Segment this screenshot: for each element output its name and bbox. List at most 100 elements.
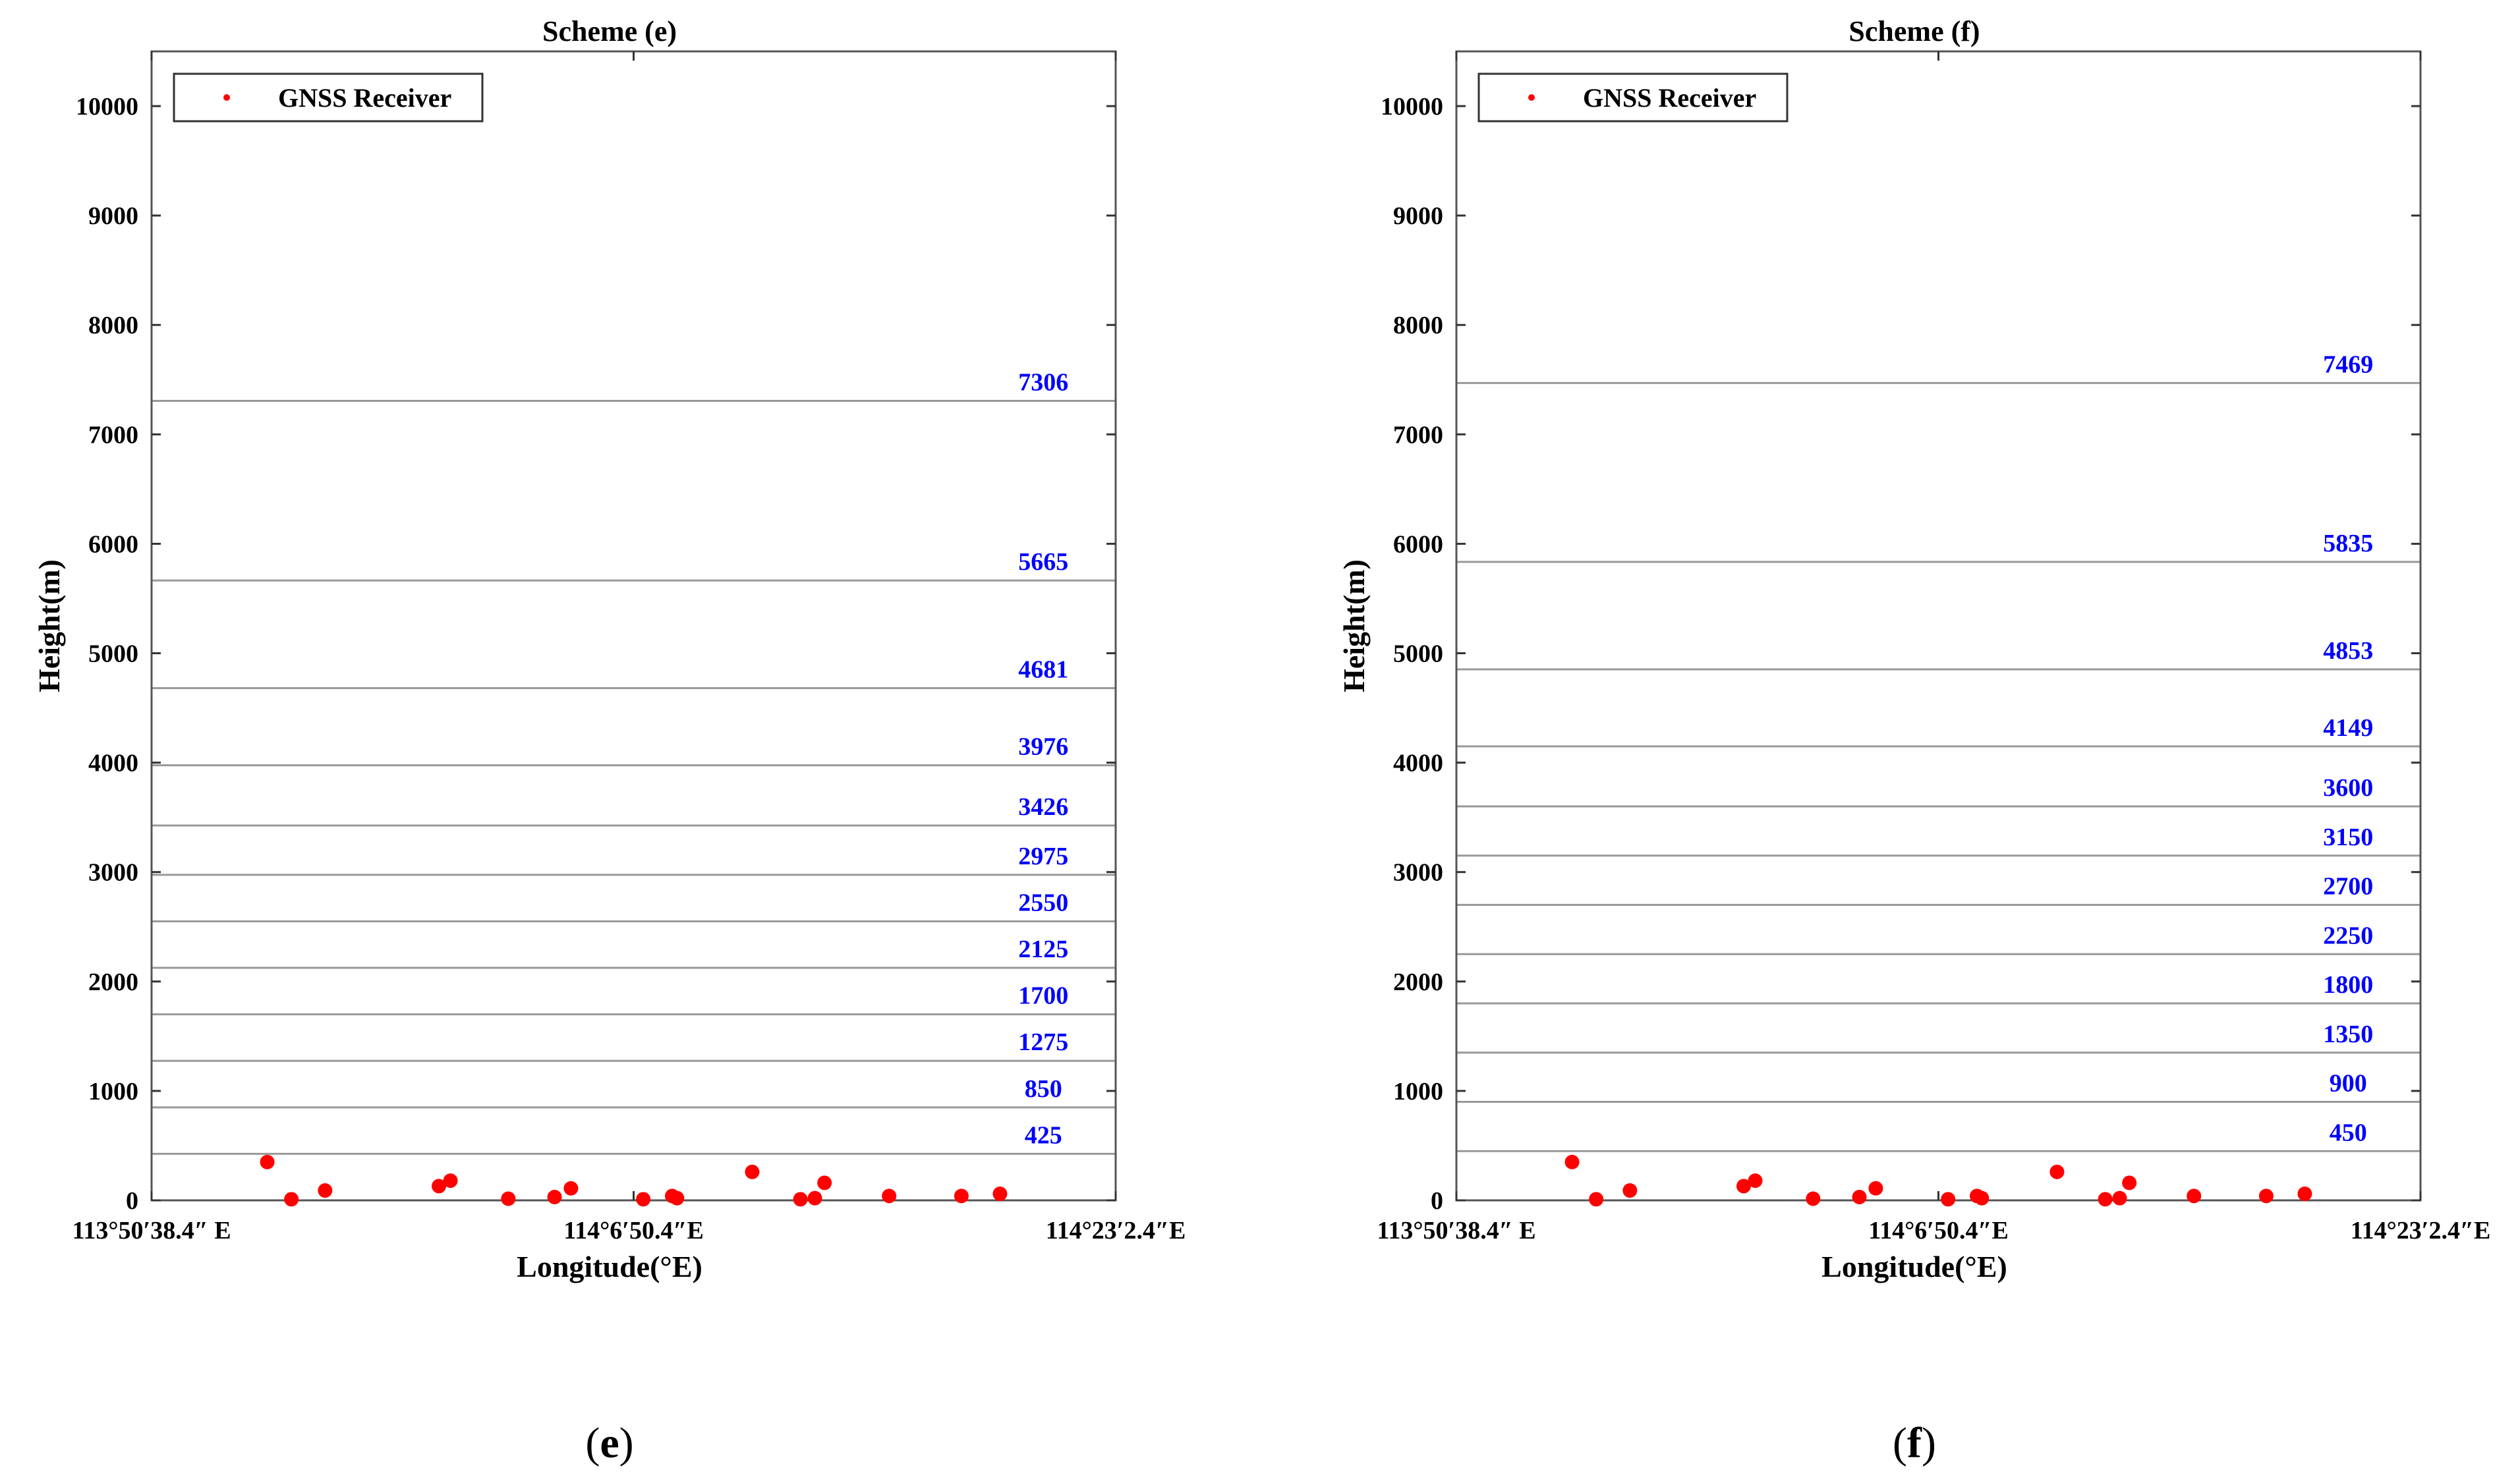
y-tick-label: 7000: [88, 421, 138, 449]
gnss-receiver-point: [817, 1175, 832, 1190]
gnss-receiver-point: [547, 1190, 562, 1205]
y-tick-label: 4000: [1393, 750, 1443, 777]
gnss-receiver-point: [501, 1191, 516, 1206]
layer-boundary-label: 3976: [1018, 733, 1068, 761]
layer-boundary-label: 4681: [1018, 656, 1068, 684]
y-tick-label: 1000: [1393, 1078, 1443, 1105]
gnss-receiver-point: [318, 1183, 333, 1198]
layer-boundary-label: 3150: [2323, 824, 2373, 851]
layer-boundary-label: 1350: [2323, 1020, 2373, 1048]
y-tick-label: 7000: [1393, 421, 1443, 449]
y-tick-label: 2000: [1393, 968, 1443, 996]
gnss-receiver-point: [284, 1192, 299, 1207]
layer-boundary-label: 900: [2330, 1070, 2367, 1098]
layer-boundary-label: 1275: [1018, 1028, 1068, 1056]
y-tick-label: 6000: [88, 530, 138, 558]
gnss-receiver-point: [443, 1173, 458, 1188]
layer-boundary-label: 850: [1025, 1075, 1062, 1103]
layer-boundary-label: 4149: [2323, 714, 2373, 742]
x-tick-label: 114°23′2.4″E: [2351, 1217, 2491, 1244]
layer-boundary-label: 7469: [2323, 350, 2373, 378]
layer-boundary-label: 2550: [1018, 889, 1068, 916]
gnss-receiver-point: [1852, 1190, 1867, 1205]
gnss-receiver-point: [954, 1188, 969, 1204]
y-tick-label: 9000: [1393, 202, 1443, 230]
y-tick-label: 10000: [1381, 93, 1443, 121]
gnss-receiver-point: [2122, 1175, 2137, 1190]
gnss-receiver-point: [1564, 1154, 1580, 1169]
layer-boundary-label: 2125: [1018, 936, 1068, 963]
y-tick-label: 0: [1431, 1187, 1443, 1215]
chart-title: Scheme (f): [1848, 15, 1980, 47]
panel-scheme-e: Scheme (e) 425 850 1275 1700 2125 2550 2975 3426…: [32, 15, 1186, 1467]
gnss-receiver-point: [1622, 1183, 1638, 1198]
y-tick-label: 4000: [88, 750, 138, 777]
gnss-receiver-point: [1974, 1190, 1990, 1206]
y-tick-label: 0: [126, 1187, 138, 1215]
gnss-receiver-point: [636, 1192, 651, 1207]
layer-boundary-label: 5665: [1018, 548, 1068, 576]
layer-boundary-label: 1700: [1018, 982, 1068, 1010]
layer-boundary-label: 425: [1025, 1121, 1062, 1149]
y-tick-label: 9000: [88, 202, 138, 230]
layer-boundary-label: 5835: [2323, 530, 2373, 557]
x-tick-label: 114°23′2.4″E: [1046, 1217, 1186, 1244]
legend-label: GNSS Receiver: [278, 83, 451, 113]
layer-boundary-label: 7306: [1018, 369, 1068, 397]
x-tick-label: 113°50′38.4″ E: [1377, 1217, 1535, 1244]
y-tick-label: 6000: [1393, 530, 1443, 558]
y-tick-label: 10000: [76, 93, 138, 121]
gnss-receiver-point: [2258, 1188, 2274, 1204]
y-tick-label: 2000: [88, 968, 138, 996]
gnss-receiver-point: [260, 1154, 275, 1169]
gnss-receiver-point: [745, 1164, 760, 1179]
legend-label: GNSS Receiver: [1583, 83, 1756, 113]
gnss-receiver-point: [2049, 1164, 2065, 1179]
layer-boundary-label: 2250: [2323, 922, 2373, 949]
y-tick-label: 8000: [88, 312, 138, 339]
gnss-receiver-point: [1748, 1173, 1763, 1188]
x-axis-label: Longitude(°E): [1821, 1250, 2007, 1283]
legend-marker: [1528, 94, 1535, 101]
gnss-receiver-point: [670, 1190, 685, 1206]
layer-boundary-label: 4853: [2323, 637, 2373, 665]
layer-boundary-label: 450: [2330, 1119, 2367, 1146]
y-tick-label: 5000: [1393, 640, 1443, 668]
panel-label: (f): [1893, 1419, 1936, 1467]
gnss-receiver-point: [1806, 1191, 1821, 1206]
y-tick-label: 3000: [1393, 859, 1443, 887]
gnss-receiver-point: [2187, 1188, 2202, 1204]
plot-frame: [1455, 50, 2422, 1202]
y-tick-label: 3000: [88, 859, 138, 887]
layer-boundary-label: 3600: [2323, 774, 2373, 802]
gnss-receiver-point: [882, 1188, 897, 1204]
y-tick-label: 5000: [88, 640, 138, 668]
x-tick-label: 113°50′38.4″ E: [72, 1217, 231, 1244]
gnss-receiver-point: [793, 1192, 808, 1207]
plot-frame: [150, 50, 1117, 1202]
panel-scheme-f: Scheme (f) 450 900 1350 1800 2250 2700 3150 3600…: [1337, 15, 2490, 1467]
gnss-receiver-point: [2098, 1192, 2113, 1207]
gnss-receiver-point: [1589, 1192, 1604, 1207]
y-axis-label: Height(m): [1337, 559, 1371, 692]
y-tick-label: 1000: [88, 1078, 138, 1105]
gnss-receiver-point: [1736, 1179, 1751, 1194]
layer-boundary-label: 1800: [2323, 971, 2373, 999]
layer-boundary-label: 3426: [1018, 793, 1068, 821]
x-tick-label: 114°6′50.4″E: [1868, 1217, 2009, 1244]
panel-label: (e): [585, 1419, 633, 1467]
y-tick-label: 8000: [1393, 312, 1443, 339]
gnss-receiver-point: [2112, 1190, 2127, 1206]
x-axis-label: Longitude(°E): [517, 1250, 702, 1283]
legend-marker: [223, 94, 230, 101]
gnss-receiver-point: [1868, 1181, 1883, 1196]
gnss-receiver-point: [431, 1179, 446, 1194]
x-tick-label: 114°6′50.4″E: [563, 1217, 704, 1244]
gnss-receiver-point: [992, 1187, 1008, 1202]
chart-title: Scheme (e): [542, 15, 677, 47]
layer-boundary-label: 2975: [1018, 843, 1068, 870]
gnss-receiver-point: [2297, 1187, 2312, 1202]
gnss-receiver-point: [807, 1190, 822, 1206]
gnss-receiver-point: [1941, 1192, 1956, 1207]
